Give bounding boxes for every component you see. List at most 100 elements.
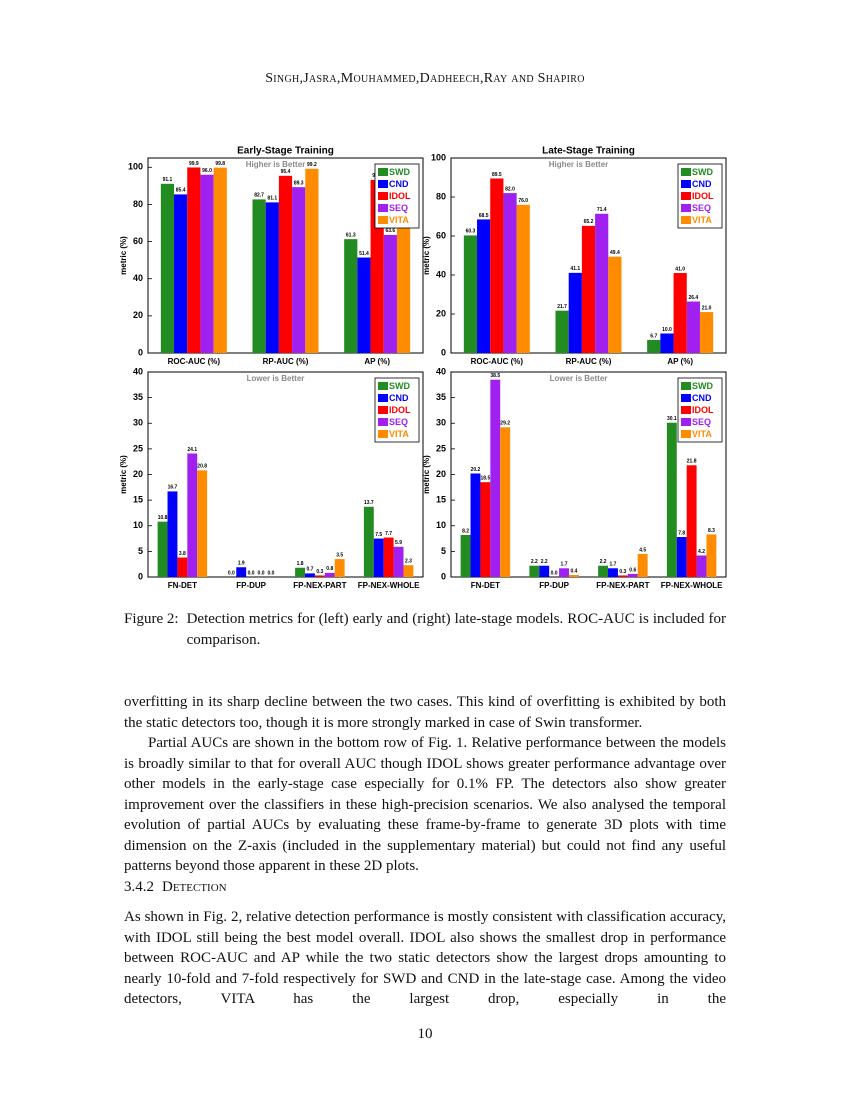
y-tick-label: 0 [138, 347, 143, 357]
bar [187, 167, 201, 353]
legend-label: VITA [692, 429, 712, 439]
legend-swatch [681, 204, 691, 212]
bar [676, 537, 687, 577]
value-label: 0.0 [248, 570, 255, 576]
bar [265, 202, 279, 353]
x-tick-label: FP-DUP [236, 581, 266, 590]
value-label: 68.5 [479, 213, 489, 219]
legend-label: VITA [389, 215, 409, 225]
value-label: 0.7 [306, 567, 313, 573]
value-label: 41.0 [675, 266, 685, 272]
y-tick-label: 60 [436, 230, 446, 240]
x-tick-label: FP-NEX-WHOLE [661, 581, 723, 590]
legend-swatch [378, 418, 388, 426]
value-label: 49.4 [610, 250, 620, 256]
bar [174, 194, 188, 353]
x-tick-label: FN-DET [168, 581, 197, 590]
y-tick-label: 15 [133, 495, 143, 505]
x-tick-label: AP (%) [667, 357, 693, 366]
bar [647, 339, 661, 353]
bar [627, 573, 638, 577]
value-label: 85.4 [176, 188, 186, 194]
value-label: 21.7 [557, 304, 567, 310]
bar [252, 199, 266, 353]
running-header: Singh,Jasra,Mouhammed,Dadheech,Ray and S… [265, 71, 585, 86]
y-tick-label: 20 [436, 308, 446, 318]
value-label: 65.2 [584, 219, 594, 225]
legend-swatch [681, 382, 691, 390]
annotation: Lower is Better [550, 374, 608, 383]
y-tick-label: 5 [441, 546, 446, 556]
bar [555, 310, 569, 353]
bar [559, 568, 569, 577]
legend-label: SEQ [389, 417, 408, 427]
bar [200, 174, 214, 353]
chart-title: Early-Stage Training [237, 146, 334, 157]
paragraph: overfitting in its sharp decline between… [124, 694, 726, 731]
value-label: 38.5 [490, 373, 500, 379]
bar [637, 553, 648, 577]
legend-label: IDOL [389, 191, 411, 201]
value-label: 89.5 [492, 172, 502, 178]
bar [292, 187, 306, 353]
bar [581, 225, 596, 353]
x-tick-label: FP-NEX-WHOLE [358, 581, 420, 590]
y-tick-label: 20 [133, 469, 143, 479]
bar [568, 272, 582, 353]
value-label: 7.7 [385, 531, 392, 537]
legend-label: SWD [692, 381, 713, 391]
annotation: Higher is Better [549, 160, 609, 169]
section-heading: 3.4.2 Detection [124, 879, 227, 896]
bar [295, 567, 306, 577]
value-label: 2.2 [600, 559, 607, 565]
legend-label: SEQ [692, 417, 711, 427]
paragraph: Partial AUCs are shown in the bottom row… [124, 735, 726, 874]
value-label: 8.2 [462, 528, 469, 534]
legend-swatch [378, 180, 388, 188]
bar [167, 491, 178, 577]
value-label: 1.9 [238, 561, 245, 567]
bar [673, 273, 687, 353]
section-number: 3.4.2 [124, 879, 154, 895]
value-label: 95.4 [281, 169, 291, 175]
legend-label: SWD [389, 167, 410, 177]
x-tick-label: RP-AUC (%) [566, 357, 612, 366]
legend-swatch [378, 382, 388, 390]
x-tick-label: RP-AUC (%) [263, 357, 309, 366]
x-tick-label: FP-NEX-PART [596, 581, 649, 590]
x-tick-label: AP (%) [364, 357, 390, 366]
bar [383, 234, 397, 353]
bar [500, 427, 511, 577]
bar [187, 453, 198, 577]
value-label: 6.7 [650, 333, 657, 339]
value-label: 4.5 [639, 547, 646, 553]
value-label: 0.4 [570, 568, 577, 574]
legend-label: IDOL [389, 405, 411, 415]
annotation: Higher is Better [246, 160, 306, 169]
legend-swatch [681, 192, 691, 200]
value-label: 71.4 [597, 207, 607, 213]
y-tick-label: 80 [133, 199, 143, 209]
x-tick-label: FN-DET [471, 581, 500, 590]
y-tick-label: 30 [133, 418, 143, 428]
bar [529, 565, 540, 577]
value-label: 1.7 [609, 562, 616, 568]
bar [463, 235, 478, 353]
y-tick-label: 10 [133, 520, 143, 530]
value-label: 0.0 [267, 570, 274, 576]
value-label: 21.8 [687, 459, 697, 465]
bar [305, 573, 315, 577]
y-tick-label: 10 [436, 520, 446, 530]
y-tick-label: 15 [436, 495, 446, 505]
value-label: 82.0 [505, 186, 515, 192]
chart-title: Late-Stage Training [542, 146, 635, 157]
value-label: 30.1 [667, 416, 677, 422]
y-tick-label: 5 [138, 546, 143, 556]
legend-swatch [378, 394, 388, 402]
legend-label: CND [389, 179, 409, 189]
y-tick-label: 40 [133, 366, 143, 376]
bar [314, 575, 325, 577]
legend-label: IDOL [692, 191, 714, 201]
value-label: 3.5 [336, 552, 343, 558]
